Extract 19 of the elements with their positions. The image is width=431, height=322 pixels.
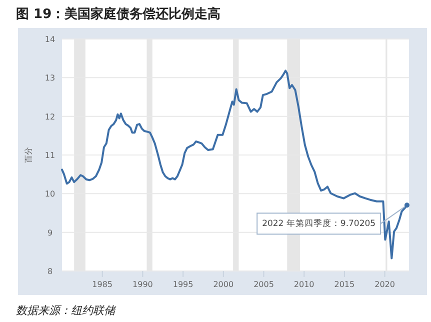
y-tick-label: 8: [47, 267, 53, 276]
chart-title: 图 19：美国家庭债务偿还比例走高: [16, 6, 221, 22]
y-tick-label: 13: [44, 74, 56, 83]
x-tick-label: 1995: [172, 280, 194, 289]
source-note: 数据来源：纽约联储: [16, 304, 117, 317]
x-tick-label: 1985: [92, 280, 113, 289]
x-tick-label: 2000: [213, 280, 234, 289]
annotation: 2022 年第四季度：9.70205: [262, 218, 376, 230]
x-tick-label: 1990: [132, 280, 153, 289]
x-tick-label: 2015: [334, 280, 355, 289]
y-tick-label: 11: [44, 151, 56, 160]
x-tick-label: 2020: [374, 280, 395, 289]
y-tick-label: 14: [44, 35, 56, 44]
y-tick-label: 10: [44, 190, 56, 199]
y-tick-label: 9: [47, 228, 53, 238]
x-tick-label: 2005: [254, 280, 274, 289]
y-tick-label: 12: [44, 112, 56, 122]
y-axis-title: 百分: [24, 147, 33, 163]
x-tick-label: 2010: [294, 280, 314, 289]
